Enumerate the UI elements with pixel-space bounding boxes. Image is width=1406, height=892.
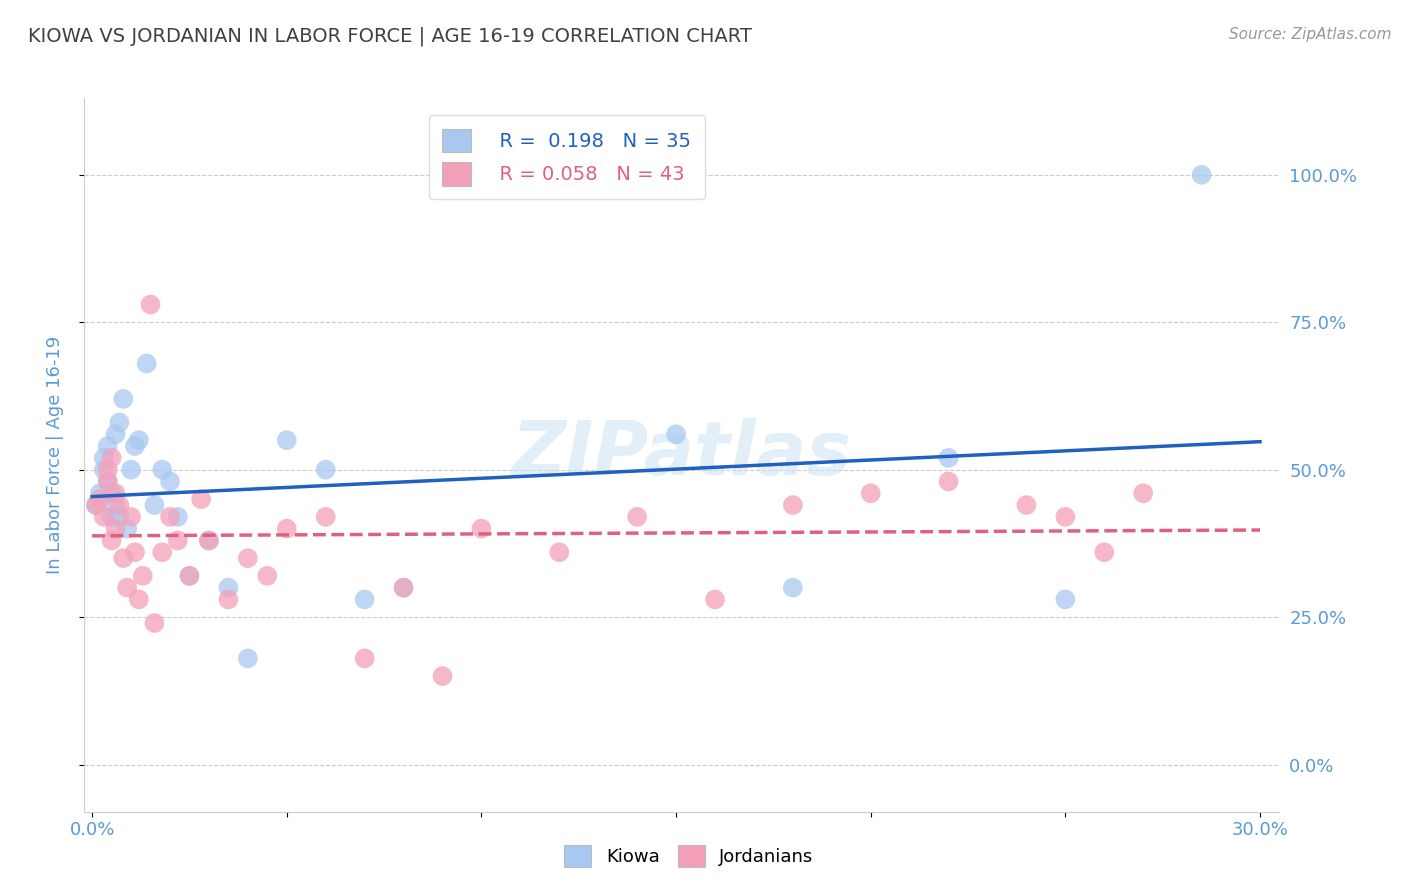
Point (276, 433, 298, 447)
Point (470, 522, 492, 536)
Point (100, 450, 122, 465)
Point (128, 433, 150, 447)
Point (353, 651, 375, 665)
Point (1092, 545, 1115, 559)
Point (432, 669, 454, 683)
Point (100, 509, 122, 524)
Point (84, 498, 107, 512)
Point (112, 551, 135, 566)
Point (108, 498, 131, 512)
Text: KIOWA VS JORDANIAN IN LABOR FORCE | AGE 16-19 CORRELATION CHART: KIOWA VS JORDANIAN IN LABOR FORCE | AGE … (28, 27, 752, 46)
Point (276, 522, 298, 536)
Text: Source: ZipAtlas.com: Source: ZipAtlas.com (1229, 27, 1392, 42)
Point (104, 522, 127, 536)
Point (236, 551, 259, 566)
Point (150, 545, 173, 559)
Point (198, 533, 221, 548)
Point (84, 498, 107, 512)
Point (135, 357, 157, 371)
Point (392, 581, 415, 595)
Point (1015, 498, 1038, 512)
Point (190, 492, 212, 507)
Point (1054, 592, 1077, 607)
Point (938, 475, 960, 489)
Point (139, 297, 162, 311)
Point (782, 498, 804, 512)
Point (115, 581, 138, 595)
Point (704, 592, 727, 607)
Point (143, 615, 166, 630)
Point (115, 522, 138, 536)
Point (93, 450, 115, 465)
Point (132, 569, 155, 583)
Legend: Kiowa, Jordanians: Kiowa, Jordanians (557, 838, 821, 874)
Point (150, 463, 173, 477)
Point (108, 509, 131, 524)
Point (120, 509, 142, 524)
Point (1132, 486, 1154, 500)
Point (104, 427, 127, 442)
Point (256, 569, 278, 583)
Point (93, 463, 115, 477)
Point (97, 463, 120, 477)
Point (97, 475, 120, 489)
Point (859, 486, 882, 500)
Point (315, 509, 337, 524)
Point (938, 450, 960, 465)
Point (198, 533, 221, 548)
Point (166, 509, 188, 524)
Point (124, 545, 146, 559)
Point (217, 592, 239, 607)
Point (93, 509, 115, 524)
Y-axis label: In Labor Force | Age 16-19: In Labor Force | Age 16-19 (45, 335, 63, 574)
Point (120, 463, 142, 477)
Point (217, 581, 239, 595)
Point (104, 498, 127, 512)
Point (89, 492, 111, 507)
Point (392, 581, 415, 595)
Point (89, 486, 111, 500)
Point (665, 427, 688, 442)
Point (97, 475, 120, 489)
Point (104, 486, 127, 500)
Point (159, 509, 181, 524)
Point (100, 533, 122, 548)
Point (108, 416, 131, 430)
Point (143, 498, 166, 512)
Point (315, 463, 337, 477)
Point (782, 581, 804, 595)
Point (112, 392, 135, 406)
Point (159, 475, 181, 489)
Point (100, 486, 122, 500)
Point (166, 533, 188, 548)
Point (626, 509, 648, 524)
Point (548, 545, 571, 559)
Point (1191, 168, 1213, 182)
Text: ZIPatlas: ZIPatlas (512, 418, 852, 491)
Point (1054, 509, 1077, 524)
Point (97, 439, 120, 453)
Legend:   R =  0.198   N = 35,   R = 0.058   N = 43: R = 0.198 N = 35, R = 0.058 N = 43 (429, 115, 704, 200)
Point (124, 439, 146, 453)
Point (128, 592, 150, 607)
Point (179, 569, 201, 583)
Point (236, 651, 259, 665)
Point (179, 569, 201, 583)
Point (353, 592, 375, 607)
